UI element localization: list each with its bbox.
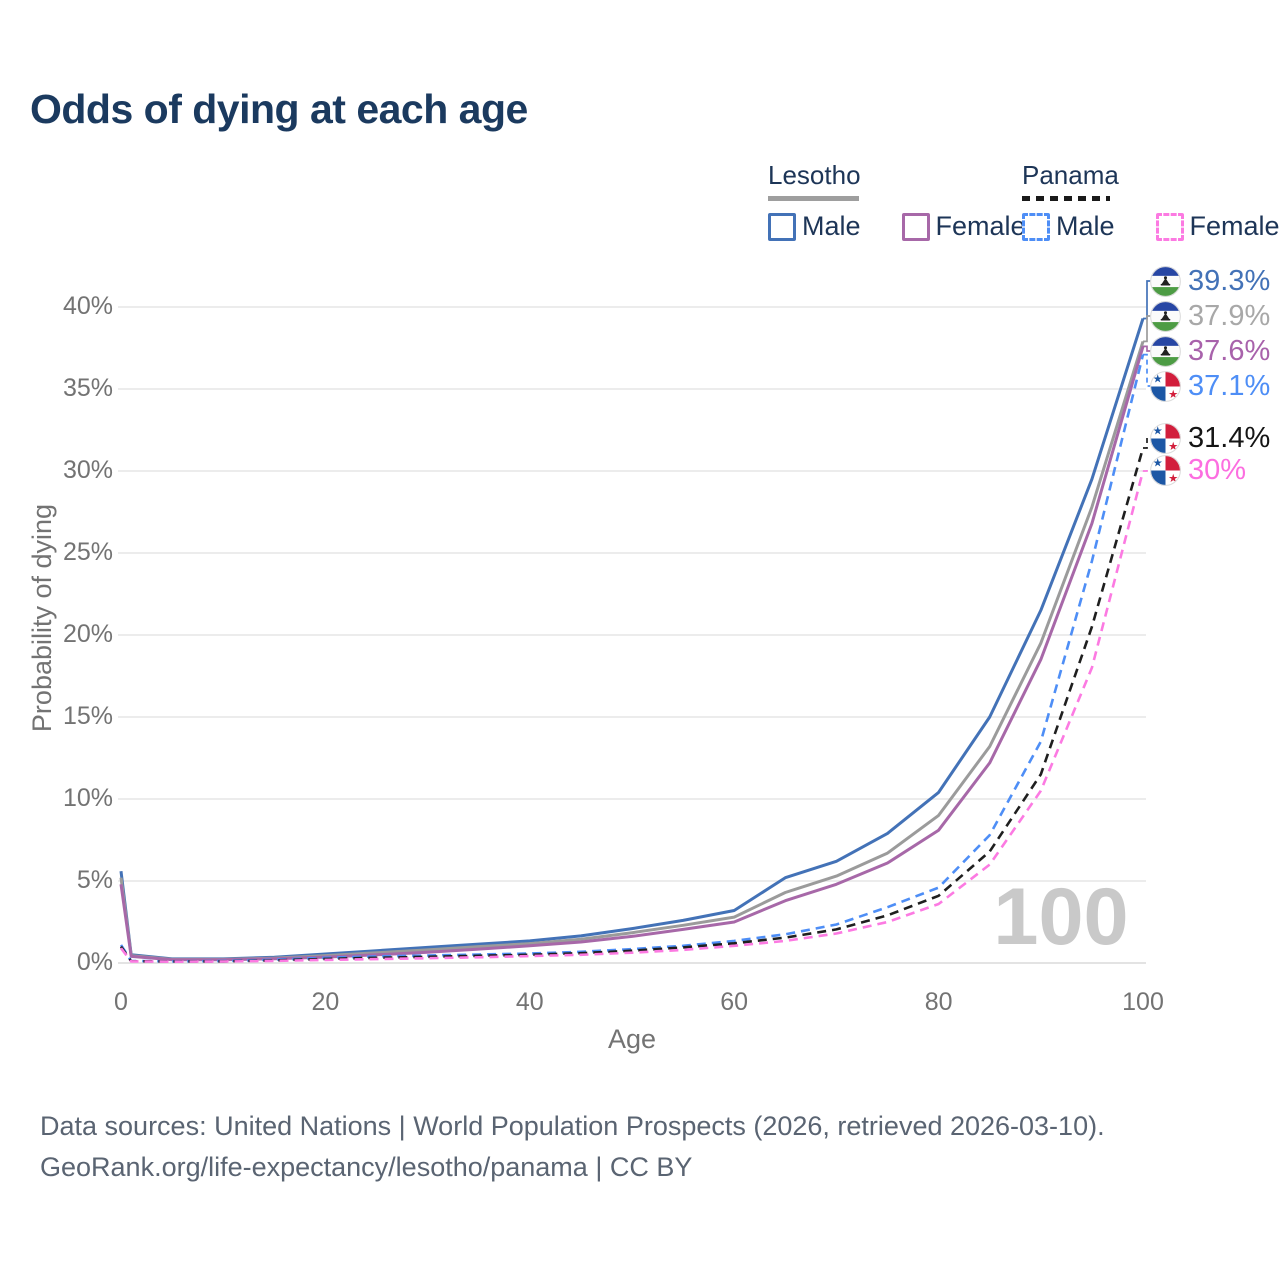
end-label-panama-female[interactable]: ★ ★ 30%: [1150, 453, 1246, 487]
end-label-panama-male[interactable]: ★ ★ 37.1%: [1150, 369, 1270, 403]
svg-text:★: ★: [1168, 471, 1178, 485]
label-connector: [1143, 353, 1151, 387]
end-label-value: 37.6%: [1188, 334, 1271, 367]
lesotho-flag-icon: [1150, 265, 1181, 297]
x-tick-label: 40: [515, 988, 544, 1016]
label-connector: [1143, 437, 1151, 449]
end-label-value: 39.3%: [1188, 264, 1271, 297]
legend-label-lesotho-female[interactable]: Female: [935, 211, 1026, 241]
x-tick-label: 60: [720, 988, 749, 1016]
lesotho-flag-icon: [1150, 300, 1181, 332]
legend-country-lesotho[interactable]: Lesotho: [768, 160, 861, 190]
lesotho-flag-icon: [1150, 335, 1181, 367]
panama-flag-icon: ★★: [1150, 422, 1181, 454]
data-sources-text: Data sources: United Nations | World Pop…: [40, 1111, 1105, 1141]
svg-text:★: ★: [1153, 455, 1163, 469]
label-connector: [1143, 469, 1151, 472]
page-title: Odds of dying at each age: [30, 86, 528, 132]
svg-text:★: ★: [1153, 371, 1163, 385]
y-axis-title: Probability of dying: [27, 503, 57, 733]
y-tick-label: 25%: [62, 538, 113, 566]
end-label-value: 31.4%: [1188, 421, 1271, 454]
end-label-lesotho-both[interactable]: 37.9%: [1150, 299, 1270, 333]
y-tick-label: 20%: [62, 620, 113, 648]
series-line: [119, 318, 1145, 961]
series-line: [119, 470, 1145, 963]
y-tick-label: 35%: [62, 374, 113, 402]
age-watermark: 100: [993, 872, 1128, 962]
y-tick-label: 15%: [62, 702, 113, 730]
y-tick-label: 5%: [76, 866, 113, 894]
series-line: [119, 447, 1145, 963]
legend-group-lesotho: Lesotho Male Female: [768, 160, 1026, 242]
legend-swatch-panama-male[interactable]: [1022, 212, 1050, 241]
series-line: [119, 345, 1145, 962]
legend-label-lesotho-male[interactable]: Male: [802, 211, 861, 241]
y-tick-label: 30%: [62, 456, 113, 484]
label-connector: [1143, 280, 1151, 320]
source-url-text: GeoRank.org/life-expectancy/lesotho/pana…: [40, 1152, 693, 1182]
y-tick-label: 0%: [76, 948, 113, 976]
y-tick-label: 10%: [62, 784, 113, 812]
legend-swatch-lesotho-female[interactable]: [901, 212, 930, 241]
legend-swatch-panama-female[interactable]: [1155, 212, 1184, 241]
panama-flag-icon: ★★: [1150, 370, 1181, 402]
lesotho-line-style-swatch: [768, 196, 859, 201]
legend-label-panama-male[interactable]: Male: [1056, 211, 1115, 241]
y-tick-label: 40%: [62, 292, 113, 320]
series-line: [119, 354, 1145, 963]
end-label-value: 37.9%: [1188, 299, 1271, 332]
legend-label-panama-female[interactable]: Female: [1189, 211, 1280, 241]
legend-country-panama[interactable]: Panama: [1022, 160, 1119, 190]
panama-flag-icon: ★★: [1150, 454, 1181, 486]
end-label-panama-both[interactable]: ★ ★ 31.4%: [1150, 421, 1270, 455]
legend-swatch-lesotho-male[interactable]: [768, 212, 796, 241]
x-tick-label: 0: [114, 988, 128, 1016]
x-tick-label: 20: [311, 988, 340, 1016]
panama-line-style-swatch: [1022, 196, 1110, 201]
legend-group-panama: Panama Male Female: [1022, 160, 1280, 242]
end-label-value: 37.1%: [1188, 369, 1271, 402]
end-label-lesotho-male[interactable]: 39.3%: [1150, 264, 1270, 298]
label-connector: [1143, 345, 1151, 352]
end-label-value: 30%: [1188, 453, 1247, 486]
x-tick-label: 80: [924, 988, 953, 1016]
svg-text:★: ★: [1168, 387, 1178, 401]
x-axis-title: Age: [607, 1024, 657, 1054]
svg-text:★: ★: [1153, 423, 1163, 437]
svg-text:★: ★: [1168, 439, 1178, 453]
x-tick-label: 100: [1122, 988, 1164, 1016]
label-connector: [1143, 315, 1151, 343]
end-label-lesotho-female[interactable]: 37.6%: [1150, 334, 1270, 368]
series-line: [119, 340, 1145, 961]
chart-footer: Data sources: United Nations | World Pop…: [40, 1106, 1105, 1188]
